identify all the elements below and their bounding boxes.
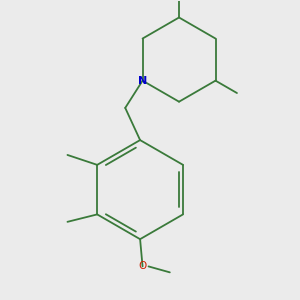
Text: O: O bbox=[138, 261, 147, 272]
Text: N: N bbox=[138, 76, 147, 85]
